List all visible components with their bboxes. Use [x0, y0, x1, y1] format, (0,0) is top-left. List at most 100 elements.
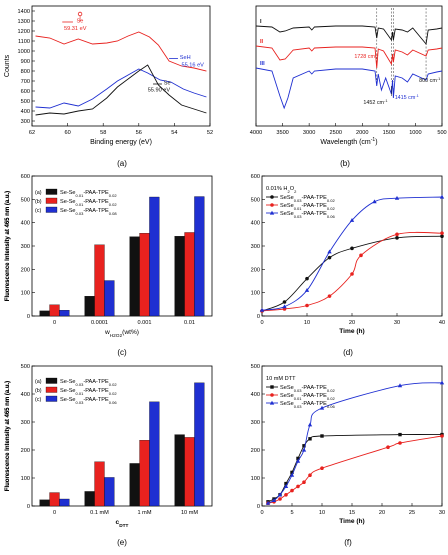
- ftir-series-line: [255, 45, 443, 69]
- y-tick-label: 100: [21, 291, 30, 297]
- legend-label: Se-Se0.01-PAA-TPE0.02: [60, 190, 117, 198]
- data-point: [259, 307, 265, 312]
- y-tick-label: 300: [21, 244, 30, 250]
- x-tick-label: 62: [29, 130, 35, 136]
- data-point: [440, 234, 444, 238]
- y-tick-label: 300: [21, 119, 30, 125]
- bar: [174, 236, 185, 317]
- data-point: [265, 500, 271, 505]
- data-point: [320, 434, 324, 438]
- data-point: [397, 383, 403, 388]
- annotation-label: 1452 cm-1: [363, 98, 387, 107]
- y-tick-label: 0: [257, 314, 260, 320]
- data-point: [284, 493, 288, 497]
- panel-a-xps-chart: 62 60 58 56 54 52 300 400 500 600 700 800 900 1000 110…: [4, 5, 213, 146]
- bar: [139, 233, 150, 317]
- x-tick-label: 0.1 mM: [90, 510, 109, 516]
- y-tick-label: 500: [251, 197, 260, 203]
- panel-label: (c): [117, 348, 127, 357]
- legend-marker: [270, 393, 274, 397]
- y-tick-label: 500: [251, 364, 260, 370]
- legend-swatch: [45, 377, 58, 384]
- x-tick-label: 60: [64, 130, 70, 136]
- y-tick-label: 200: [21, 267, 30, 273]
- data-point: [290, 488, 294, 493]
- annotation-label: SeH: [180, 55, 191, 61]
- y-tick-label: 100: [251, 476, 260, 482]
- bar: [194, 196, 205, 317]
- y-tick-label: 600: [21, 174, 30, 180]
- data-point: [304, 288, 310, 292]
- panel-labels: (a) (b) (c) (d) (e) (f): [117, 159, 353, 547]
- x-tick-label: 0: [53, 320, 56, 326]
- panel-label: (b): [340, 159, 350, 168]
- legend-tag: (b): [35, 199, 42, 205]
- data-point: [308, 473, 312, 478]
- data-point: [440, 231, 444, 235]
- data-point: [439, 380, 445, 385]
- x-tick-label: 0: [260, 320, 263, 326]
- x-tick-label: 0.01: [184, 320, 195, 326]
- plot-frame: [31, 365, 213, 507]
- y-tick-label: 400: [251, 392, 260, 398]
- bar: [184, 437, 195, 507]
- y-tick-label: 400: [21, 221, 30, 227]
- x-tick-label: 58: [100, 130, 106, 136]
- legend-tag: (c): [35, 208, 41, 214]
- legend-label: Se-Se0.03-PAA-TPE0.08: [60, 208, 117, 216]
- legend-label: SeSe0.01-PAA-TPE0.02: [280, 203, 335, 211]
- ftir-series-line: [255, 67, 443, 110]
- data-point: [398, 432, 402, 437]
- bar: [194, 382, 205, 507]
- data-point: [283, 484, 289, 488]
- y-axis-label: Fluorescence Intensity at 465 nm (a.u.): [5, 191, 11, 301]
- data-point: [395, 236, 399, 240]
- bar: [49, 492, 60, 507]
- xps-series-line: [35, 64, 207, 116]
- legend-tag: (a): [35, 190, 42, 196]
- annotation-label: 59.31 eV: [64, 26, 87, 32]
- x-tick-label: 2500: [329, 130, 341, 136]
- y-tick-label: 300: [251, 244, 260, 250]
- legend-tag: (c): [35, 397, 41, 403]
- xps-series-line: [35, 68, 207, 109]
- y-tick-label: 700: [21, 79, 30, 85]
- data-point: [359, 253, 363, 258]
- y-tick-label: 1200: [18, 29, 30, 35]
- data-point: [302, 480, 306, 485]
- x-tick-label: 52: [207, 130, 213, 136]
- legend-marker: [270, 203, 274, 207]
- bar: [104, 280, 115, 317]
- annotation-label: 55.90 eV: [148, 88, 171, 94]
- plot-frame: [255, 5, 443, 127]
- x-tick-label: 4000: [250, 130, 262, 136]
- x-tick-label: 1 mM: [138, 510, 152, 516]
- panel-label: (d): [343, 348, 353, 357]
- x-tick-label: 5: [290, 510, 293, 516]
- x-tick-label: 2000: [356, 130, 368, 136]
- data-point: [296, 484, 300, 489]
- legend-label: SeSe0.03-PAA-TPE0.06: [280, 211, 335, 219]
- legend-marker: [269, 210, 275, 215]
- x-tick-label: 3000: [303, 130, 315, 136]
- x-tick-label: 0: [53, 510, 56, 516]
- data-point: [308, 437, 312, 441]
- data-point: [350, 246, 354, 251]
- y-tick-label: 500: [21, 364, 30, 370]
- data-point: [327, 294, 332, 298]
- legend-tag: (a): [35, 379, 42, 385]
- x-tick-label: 54: [171, 130, 177, 136]
- data-point: [372, 199, 377, 204]
- legend-swatch: [45, 206, 58, 213]
- legend-marker: [270, 385, 274, 389]
- data-point: [278, 497, 282, 501]
- x-axis-label: Time (h): [339, 518, 365, 525]
- legend-swatch: [45, 188, 58, 195]
- series-line: [267, 382, 443, 504]
- x-axis-label: Time (h): [339, 328, 365, 335]
- x-tick-label: 0.001: [138, 320, 152, 326]
- bar: [84, 296, 95, 317]
